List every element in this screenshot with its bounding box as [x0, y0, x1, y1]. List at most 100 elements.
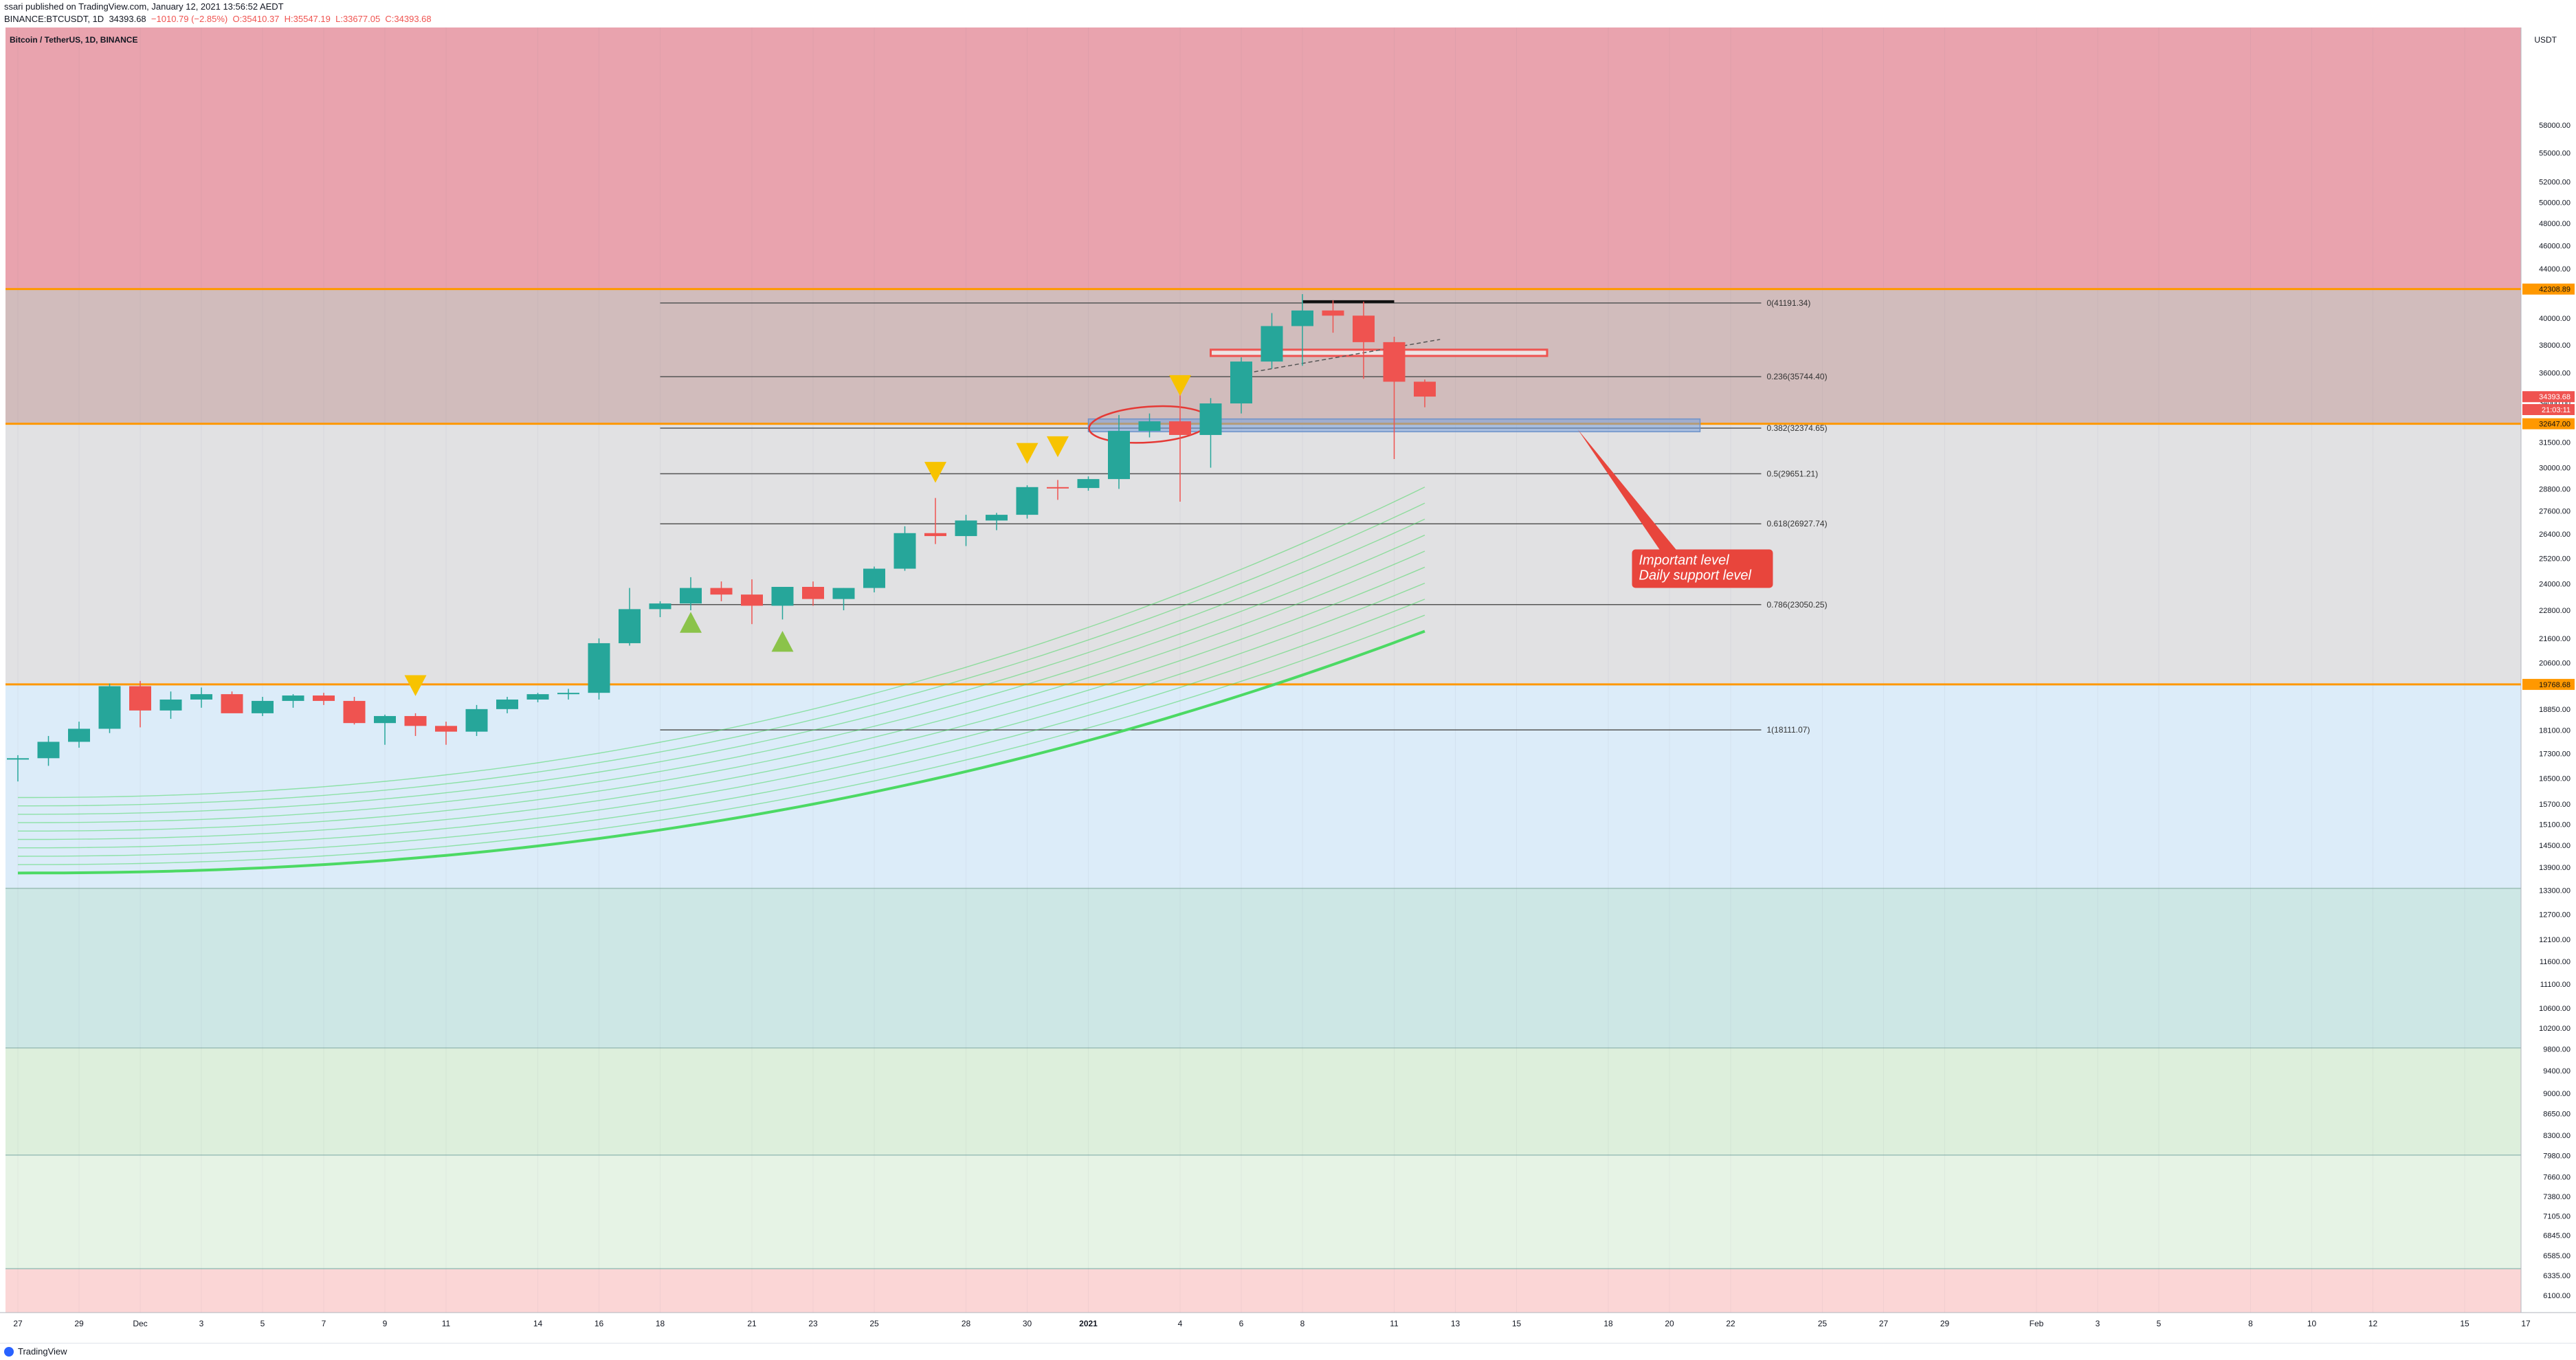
candle-41[interactable]	[1261, 313, 1283, 369]
zone-0	[5, 27, 2521, 289]
y-tick-42: 7660.00	[2543, 1174, 2571, 1182]
candle-19[interactable]	[588, 638, 610, 700]
y-tick-4: 48000.00	[2539, 220, 2571, 228]
candle-38[interactable]	[1169, 390, 1191, 502]
candle-12[interactable]	[374, 714, 396, 745]
candle-7[interactable]	[221, 691, 243, 713]
ribbon-line-6	[18, 535, 1425, 823]
x-tick-7: 11	[442, 1319, 451, 1328]
candle-25[interactable]	[771, 586, 794, 620]
price-tag-1: 21:03:11	[2542, 406, 2571, 414]
candle-1[interactable]	[37, 735, 60, 766]
candle-10[interactable]	[313, 693, 335, 705]
y-tick-29: 13300.00	[2539, 887, 2571, 895]
candle-5[interactable]	[159, 691, 182, 720]
candle-17[interactable]	[526, 693, 549, 702]
candle-32[interactable]	[986, 513, 1008, 531]
candle-39[interactable]	[1199, 398, 1222, 468]
candle-31[interactable]	[955, 515, 977, 546]
body-31	[955, 520, 977, 537]
candle-35[interactable]	[1077, 476, 1100, 491]
candle-14[interactable]	[435, 722, 457, 745]
candle-42[interactable]	[1291, 293, 1313, 366]
fib-retracement: 0(41191.34) 0.236(35744.40) 0.382(32374.65…	[660, 298, 1828, 735]
x-tick-9: 16	[595, 1319, 604, 1328]
candle-40[interactable]	[1230, 357, 1252, 414]
x-tick-8: 14	[533, 1319, 543, 1328]
body-24	[741, 594, 763, 606]
level-tag-2: 19768.68	[2539, 681, 2571, 689]
candle-44[interactable]	[1353, 301, 1375, 379]
y-tick-26: 15100.00	[2539, 821, 2571, 829]
y-tick-0: 58000.00	[2539, 122, 2571, 130]
x-tick-34: 12	[2368, 1319, 2378, 1328]
price-axis: 58000.00 55000.00 52000.00 50000.00 48000.00…	[2520, 27, 2576, 1343]
candle-45[interactable]	[1383, 337, 1406, 460]
last-price: 34393.68	[109, 14, 146, 24]
y-tick-34: 10600.00	[2539, 1005, 2571, 1013]
y-tick-46: 6585.00	[2543, 1252, 2571, 1260]
body-19	[588, 643, 610, 693]
candle-6[interactable]	[190, 687, 212, 708]
candle-37[interactable]	[1138, 413, 1161, 438]
body-14	[435, 726, 457, 732]
y-tick-17: 24000.00	[2539, 580, 2571, 588]
level-tag-1: 32647.00	[2539, 421, 2571, 429]
candle-18[interactable]	[557, 689, 579, 700]
candle-2[interactable]	[68, 722, 90, 748]
candle-29[interactable]	[893, 526, 916, 571]
candle-9[interactable]	[282, 694, 304, 708]
candle-30[interactable]	[924, 498, 946, 544]
chart-header: ssari published on TradingView.com, Janu…	[0, 0, 2576, 27]
candle-27[interactable]	[832, 588, 855, 611]
y-tick-15: 26400.00	[2539, 531, 2571, 539]
candle-33[interactable]	[1016, 485, 1039, 519]
candle-0[interactable]	[7, 755, 29, 782]
y-tick-5: 46000.00	[2539, 242, 2571, 250]
candle-22[interactable]	[680, 577, 702, 611]
btc-candlestick-chart[interactable]: 0(41191.34) 0.236(35744.40) 0.382(32374.65…	[0, 27, 2576, 1343]
candle-46[interactable]	[1414, 379, 1436, 408]
y-tick-47: 6335.00	[2543, 1272, 2571, 1280]
body-23	[710, 588, 733, 595]
body-22	[680, 588, 702, 604]
body-8	[252, 700, 274, 713]
body-11	[343, 700, 366, 724]
candle-21[interactable]	[649, 601, 671, 618]
body-3	[98, 686, 121, 729]
y-tick-18: 22800.00	[2539, 607, 2571, 615]
candle-23[interactable]	[710, 581, 733, 601]
body-29	[893, 533, 916, 569]
x-tick-21: 13	[1451, 1319, 1461, 1328]
x-tick-24: 20	[1665, 1319, 1674, 1328]
callout-box[interactable]	[1632, 549, 1773, 588]
y-tick-7: 40000.00	[2539, 315, 2571, 323]
y-tick-33: 11100.00	[2540, 981, 2571, 989]
ribbon-line-1	[17, 614, 1425, 865]
fib-label-0: 0(41191.34)	[1767, 298, 1811, 308]
candle-4[interactable]	[129, 680, 151, 728]
x-tick-31: 5	[2157, 1319, 2162, 1328]
candle-26[interactable]	[802, 581, 824, 606]
dashed-trend-line[interactable]	[1247, 339, 1441, 374]
body-5	[159, 699, 182, 711]
x-tick-25: 22	[1726, 1319, 1735, 1328]
candle-28[interactable]	[863, 566, 885, 592]
candle-34[interactable]	[1047, 480, 1069, 500]
candle-16[interactable]	[496, 697, 518, 713]
body-13	[404, 715, 427, 726]
candle-11[interactable]	[343, 697, 366, 725]
candle-24[interactable]	[741, 579, 763, 625]
level-tag-0: 42308.89	[2539, 286, 2571, 294]
y-tick-27: 14500.00	[2539, 842, 2571, 850]
candle-43[interactable]	[1322, 300, 1344, 333]
candle-8[interactable]	[252, 697, 274, 716]
candle-20[interactable]	[619, 588, 641, 646]
candle-13[interactable]	[404, 713, 427, 736]
candle-3[interactable]	[98, 683, 121, 733]
level-tag-bg-1	[2522, 418, 2575, 430]
candle-15[interactable]	[465, 704, 488, 736]
x-tick-14: 28	[962, 1319, 971, 1328]
candle-36[interactable]	[1108, 414, 1130, 489]
y-tick-45: 6845.00	[2543, 1232, 2571, 1240]
